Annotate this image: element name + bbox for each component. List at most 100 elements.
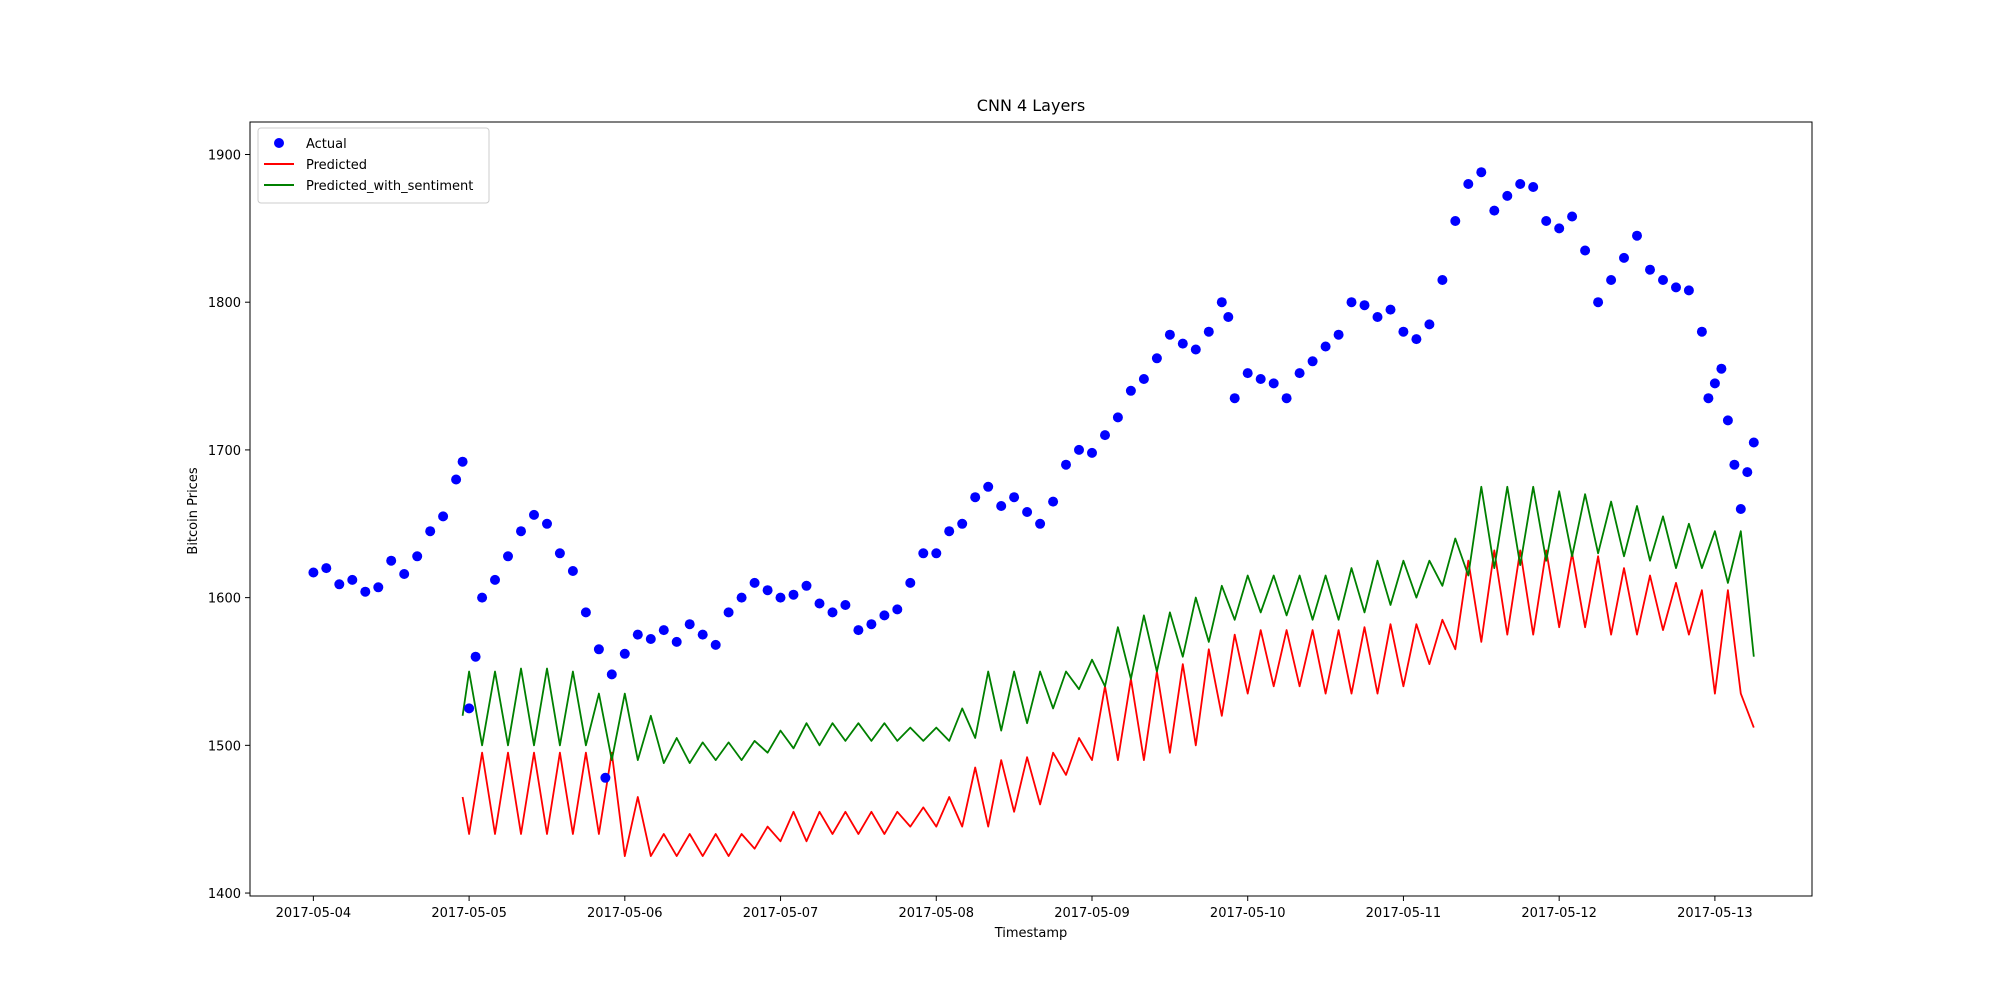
- data-point: [1294, 368, 1305, 379]
- data-point: [580, 607, 591, 618]
- data-point: [1333, 329, 1344, 340]
- data-point: [879, 610, 890, 621]
- data-point: [658, 625, 669, 636]
- data-point: [1476, 167, 1487, 178]
- data-point: [1729, 459, 1740, 470]
- data-point: [1177, 338, 1188, 349]
- data-point: [1255, 374, 1266, 384]
- data-point: [1424, 319, 1435, 330]
- data-point: [697, 629, 708, 640]
- x-tick-label: 2017-05-09: [1054, 906, 1130, 921]
- data-point: [1061, 459, 1071, 470]
- data-point: [334, 579, 345, 590]
- y-tick-label: 1700: [208, 444, 241, 459]
- data-point: [1437, 275, 1448, 285]
- data-point: [1074, 444, 1084, 455]
- data-point: [671, 636, 682, 647]
- data-point: [853, 625, 864, 636]
- legend-marker: [274, 138, 284, 148]
- data-point: [451, 474, 462, 485]
- data-point: [1359, 300, 1370, 311]
- data-point: [1742, 467, 1753, 478]
- data-point: [1450, 216, 1461, 226]
- data-point: [1502, 190, 1513, 201]
- data-point: [684, 619, 695, 630]
- data-point: [1580, 245, 1591, 256]
- data-point: [1009, 492, 1020, 503]
- data-point: [632, 629, 643, 640]
- data-point: [1619, 252, 1629, 263]
- data-point: [529, 509, 539, 520]
- data-point: [905, 577, 916, 588]
- data-point: [749, 577, 760, 588]
- chart-title: CNN 4 Layers: [977, 96, 1085, 115]
- data-point: [457, 456, 468, 467]
- legend-label: Actual: [306, 137, 347, 152]
- data-point: [1087, 447, 1097, 458]
- data-point: [1125, 385, 1136, 396]
- data-point: [1385, 304, 1396, 315]
- data-point: [1190, 344, 1201, 355]
- series-line-2: [461, 485, 1755, 764]
- data-point: [931, 548, 942, 559]
- data-point: [1709, 378, 1720, 389]
- data-point: [606, 669, 617, 680]
- data-point: [554, 548, 565, 559]
- data-point: [645, 634, 656, 644]
- y-tick-label: 1400: [208, 887, 241, 902]
- data-point: [1372, 312, 1383, 322]
- data-point: [1541, 216, 1552, 226]
- data-point: [1112, 412, 1123, 423]
- data-point: [1567, 211, 1578, 222]
- data-point: [1703, 393, 1714, 404]
- data-point: [1716, 363, 1727, 374]
- data-point: [321, 563, 332, 574]
- data-point: [490, 574, 500, 585]
- data-point: [593, 644, 604, 655]
- data-point: [944, 526, 955, 537]
- data-point: [438, 511, 449, 522]
- y-tick-label: 1800: [208, 296, 241, 311]
- data-point: [308, 567, 319, 578]
- x-tick-label: 2017-05-10: [1210, 906, 1286, 921]
- data-point: [1229, 393, 1240, 404]
- data-point: [840, 600, 851, 610]
- data-point: [542, 518, 552, 529]
- series-line-1: [461, 549, 1755, 857]
- x-tick-label: 2017-05-11: [1366, 906, 1442, 921]
- data-point: [1281, 393, 1292, 404]
- data-point: [1164, 329, 1175, 340]
- data-point: [970, 492, 981, 503]
- x-tick-label: 2017-05-12: [1521, 906, 1597, 921]
- data-point: [1528, 182, 1539, 192]
- data-point: [360, 586, 371, 597]
- x-tick-label: 2017-05-05: [431, 906, 507, 921]
- data-point: [775, 592, 786, 603]
- data-point: [1100, 430, 1110, 441]
- data-point: [1722, 415, 1733, 426]
- data-point: [503, 551, 513, 562]
- data-point: [619, 648, 630, 659]
- y-tick-label: 1900: [208, 148, 241, 163]
- data-point: [1671, 282, 1681, 293]
- data-point: [762, 585, 773, 596]
- data-point: [600, 772, 611, 783]
- data-point: [1411, 334, 1422, 345]
- data-point: [386, 555, 397, 566]
- data-point: [1632, 230, 1642, 241]
- data-point: [1346, 297, 1357, 308]
- data-point: [1203, 326, 1214, 337]
- data-point: [1138, 374, 1149, 384]
- x-tick-label: 2017-05-13: [1677, 906, 1753, 921]
- data-point: [866, 619, 877, 630]
- data-point: [470, 651, 481, 662]
- data-point: [1216, 297, 1227, 308]
- data-point: [1151, 353, 1162, 364]
- series-markers-0: [308, 167, 1759, 783]
- x-tick-label: 2017-05-08: [898, 906, 974, 921]
- data-point: [1696, 326, 1707, 337]
- data-point: [1593, 297, 1604, 308]
- axes: 2017-05-04 2017-05-05 2017-05-06 2017-05-07…: [208, 121, 1813, 921]
- x-axis-label: Timestamp: [994, 926, 1068, 941]
